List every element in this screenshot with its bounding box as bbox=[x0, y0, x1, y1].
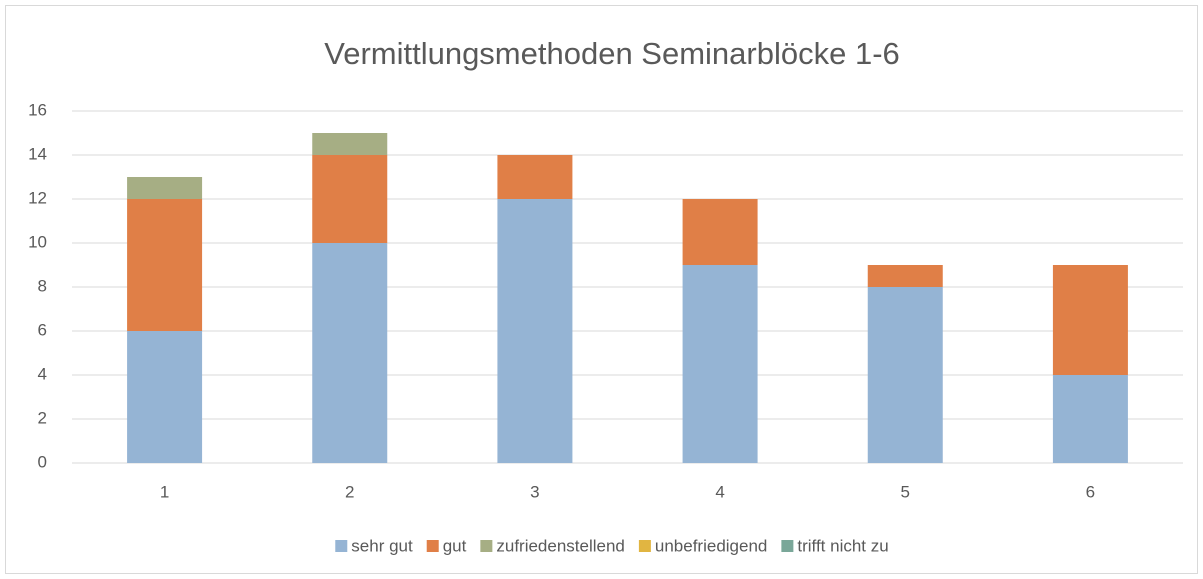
legend-label: sehr gut bbox=[351, 536, 413, 555]
legend-label: gut bbox=[443, 536, 467, 555]
y-tick-label: 4 bbox=[38, 364, 47, 383]
y-tick-label: 8 bbox=[38, 276, 47, 295]
bar-segment bbox=[127, 331, 203, 463]
bar-segment bbox=[682, 265, 758, 463]
bar-segment bbox=[1052, 265, 1128, 375]
bar-segment bbox=[867, 265, 943, 287]
chart-title: Vermittlungsmethoden Seminarblöcke 1-6 bbox=[324, 36, 900, 71]
x-tick-label: 6 bbox=[1086, 482, 1095, 501]
bar-segment bbox=[497, 199, 573, 463]
chart-frame bbox=[5, 5, 1198, 574]
x-tick-label: 3 bbox=[530, 482, 539, 501]
bar-segment bbox=[497, 155, 573, 199]
x-tick-label: 1 bbox=[160, 482, 169, 501]
x-tick-label: 4 bbox=[715, 482, 724, 501]
bar-segment bbox=[1052, 375, 1128, 463]
y-tick-label: 10 bbox=[28, 232, 47, 251]
legend-swatch bbox=[335, 540, 348, 552]
legend-label: trifft nicht zu bbox=[797, 536, 888, 555]
legend-swatch bbox=[426, 540, 439, 552]
bar-segment bbox=[312, 155, 388, 243]
legend-label: zufriedenstellend bbox=[496, 536, 625, 555]
legend-swatch bbox=[781, 540, 794, 552]
x-tick-label: 2 bbox=[345, 482, 354, 501]
y-tick-label: 0 bbox=[38, 452, 47, 471]
bar-segment bbox=[127, 199, 203, 331]
x-tick-label: 5 bbox=[901, 482, 910, 501]
bar-segment bbox=[312, 133, 388, 155]
y-tick-label: 6 bbox=[38, 320, 47, 339]
y-tick-label: 2 bbox=[38, 408, 47, 427]
y-tick-label: 14 bbox=[28, 144, 47, 163]
legend-label: unbefriedigend bbox=[655, 536, 767, 555]
legend-swatch bbox=[480, 540, 493, 552]
bar-segment bbox=[312, 243, 388, 463]
bar-segment bbox=[127, 177, 203, 199]
y-tick-label: 12 bbox=[28, 188, 47, 207]
bar-segment bbox=[867, 287, 943, 463]
legend-swatch bbox=[638, 540, 651, 552]
y-tick-label: 16 bbox=[28, 100, 47, 119]
legend: sehr gut gut zufriedenstellend unbefriedige… bbox=[335, 536, 889, 555]
bar-segment bbox=[682, 199, 758, 265]
